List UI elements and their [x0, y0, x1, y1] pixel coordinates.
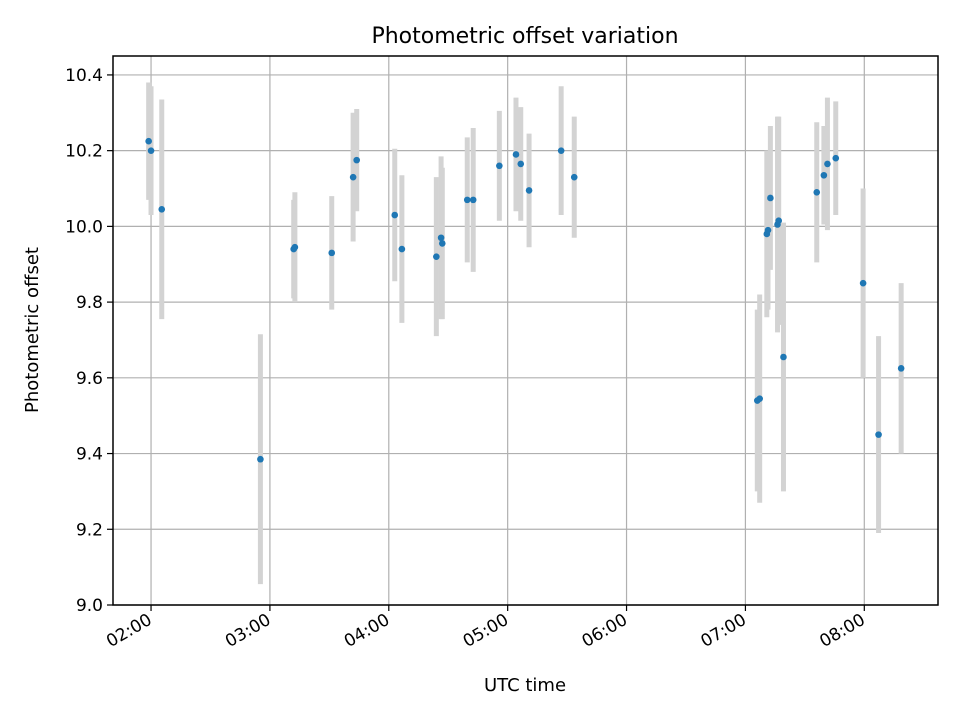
plot-frame	[112, 55, 939, 606]
y-tick-label: 10.2	[65, 142, 103, 162]
data-point	[813, 189, 821, 196]
data-point	[557, 147, 565, 154]
data-points	[145, 137, 905, 463]
data-point	[756, 395, 763, 402]
error-bars	[146, 82, 904, 585]
data-point	[875, 431, 882, 438]
y-tick-label: 10.4	[65, 66, 103, 86]
data-point	[764, 226, 772, 234]
data-point	[391, 211, 399, 219]
y-tick-label: 9.2	[76, 520, 103, 540]
data-point	[257, 455, 264, 463]
data-point	[517, 160, 525, 168]
data-point	[525, 187, 533, 194]
x-tick-label: 07:00	[697, 610, 749, 652]
data-point	[438, 240, 446, 247]
x-tick-label: 02:00	[103, 610, 155, 652]
y-axis-label: Photometric offset	[22, 247, 43, 413]
y-tick-label: 9.4	[76, 445, 103, 465]
x-axis: 02:00 03:00 04:00 05:00 06:00 07:00 08:00	[103, 605, 869, 652]
chart-title: Photometric offset variation	[371, 24, 678, 49]
y-tick-label: 9.6	[76, 369, 103, 389]
data-point	[767, 194, 774, 202]
data-point	[398, 245, 406, 253]
data-point	[570, 173, 578, 181]
x-tick-label: 04:00	[341, 610, 393, 652]
data-point	[824, 160, 831, 168]
data-point	[463, 196, 471, 204]
x-tick-label: 08:00	[816, 610, 868, 652]
y-tick-label: 9.0	[76, 596, 103, 616]
data-point	[147, 147, 155, 154]
x-axis-label: UTC time	[484, 675, 566, 696]
data-point	[291, 243, 299, 251]
y-tick-label: 10.0	[65, 217, 103, 237]
data-point	[897, 365, 905, 372]
x-tick-label: 03:00	[222, 610, 274, 652]
x-tick-label: 05:00	[460, 610, 512, 652]
data-point	[437, 234, 445, 242]
data-point	[780, 353, 787, 361]
data-point	[496, 162, 503, 170]
data-point	[328, 249, 336, 257]
y-axis: 9.0 9.2 9.4 9.6 9.8 10.0 10.2 10.4	[65, 66, 113, 616]
y-tick-label: 9.8	[76, 293, 103, 313]
data-point	[433, 253, 440, 260]
x-tick-label: 06:00	[579, 610, 631, 652]
data-point	[512, 151, 520, 158]
grid	[113, 56, 938, 606]
data-point	[158, 206, 166, 213]
data-point	[145, 137, 152, 145]
data-point	[775, 217, 783, 224]
data-point	[349, 173, 357, 181]
data-point	[353, 156, 360, 164]
data-point	[832, 154, 840, 162]
data-point	[820, 171, 828, 179]
data-point	[469, 196, 477, 204]
data-point	[859, 279, 867, 287]
